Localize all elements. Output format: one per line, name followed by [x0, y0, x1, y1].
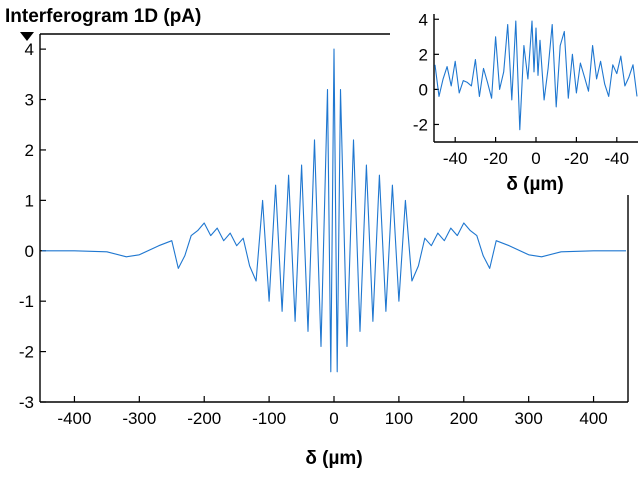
- inset-y-tick-label: -2: [413, 115, 428, 134]
- main-y-tick-label: -1: [19, 292, 34, 311]
- inset-x-tick-label: -20: [564, 149, 589, 168]
- main-y-tick-label: 1: [25, 191, 34, 210]
- main-x-tick-label: 200: [450, 409, 478, 428]
- main-x-tick-label: 0: [329, 409, 338, 428]
- main-x-tick-label: 400: [579, 409, 607, 428]
- inset-y-tick-label: 4: [419, 10, 428, 29]
- main-x-axis-label: δ (µm): [305, 448, 362, 469]
- inset-x-tick-label: -40: [605, 149, 630, 168]
- main-y-tick-label: -2: [19, 343, 34, 362]
- main-chart-title: Interferogram 1D (pA): [5, 6, 201, 27]
- inset-x-axis-label: δ (µm): [506, 174, 563, 195]
- inset-y-tick-label: 2: [419, 45, 428, 64]
- main-y-tick-label: 0: [25, 242, 34, 261]
- main-x-tick-label: -200: [187, 409, 221, 428]
- main-x-tick-label: -100: [252, 409, 286, 428]
- main-x-ticks: -400 -300 -200 -100 0 100 200 300 400: [57, 396, 608, 428]
- main-y-tick-label: 2: [25, 141, 34, 160]
- inset-y-tick-label: 0: [419, 80, 428, 99]
- main-y-ticks: -3 -2 -1 0 1 2 3 4: [19, 40, 46, 412]
- main-y-tick-label: -3: [19, 393, 34, 412]
- main-x-tick-label: -300: [122, 409, 156, 428]
- triangle-marker-icon: [20, 32, 34, 41]
- inset-x-tick-label: 0: [531, 149, 540, 168]
- inset-background: [396, 8, 638, 188]
- inset-series-line: [434, 20, 638, 131]
- inset-y-ticks: -2 0 2 4: [413, 10, 439, 134]
- main-x-tick-label: 300: [514, 409, 542, 428]
- main-y-tick-label: 4: [25, 40, 34, 59]
- inset-x-tick-label: -40: [443, 149, 468, 168]
- main-x-tick-label: -400: [57, 409, 91, 428]
- inset-x-ticks: -40 -20 0 -20 -40: [443, 137, 629, 168]
- inset-x-tick-label: -20: [483, 149, 508, 168]
- main-x-tick-label: 100: [385, 409, 413, 428]
- main-series-line: [42, 48, 626, 373]
- main-y-tick-label: 3: [25, 91, 34, 110]
